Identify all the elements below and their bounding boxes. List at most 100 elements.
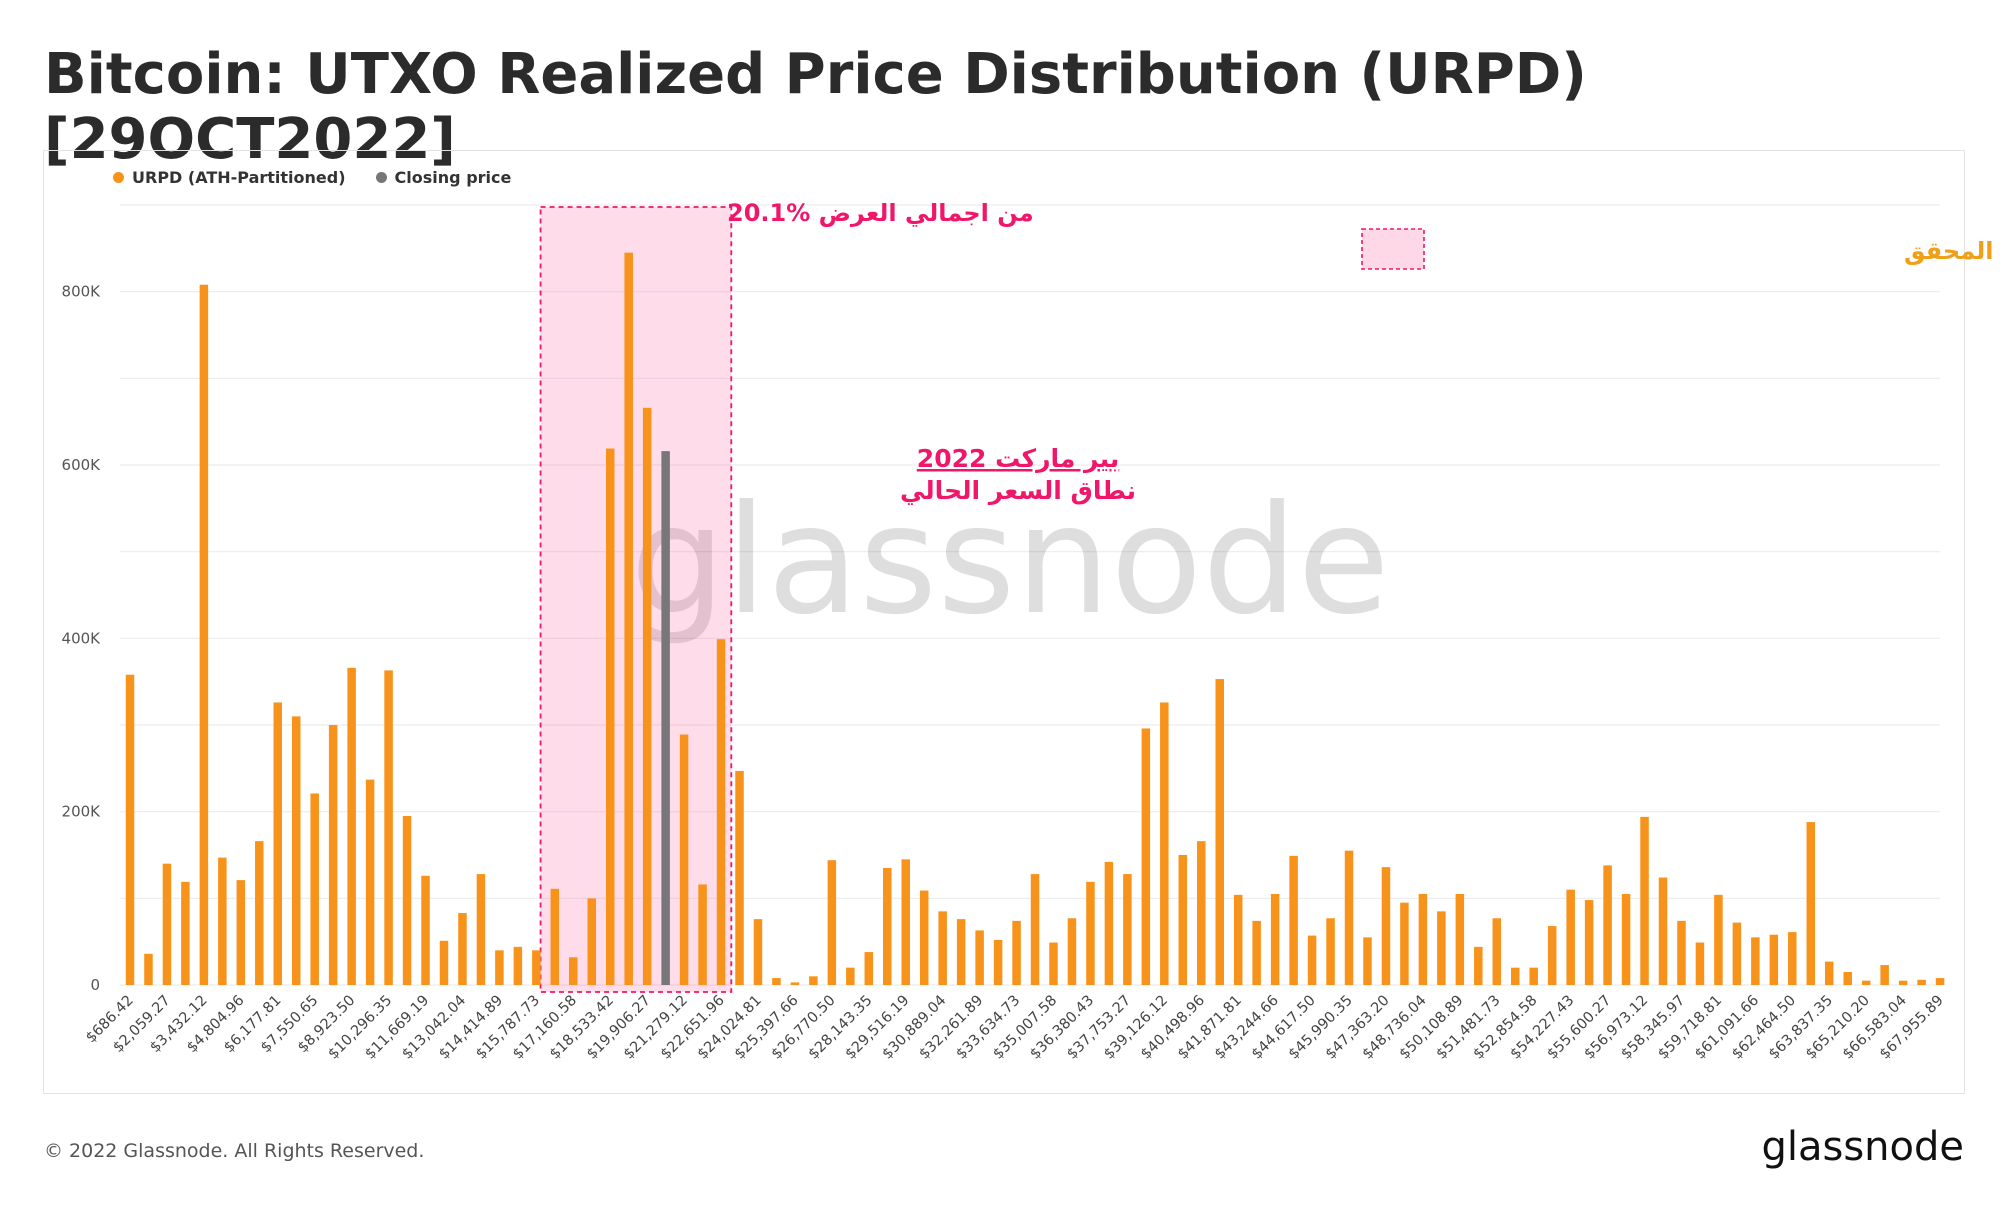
urpd-bar	[1474, 946, 1483, 985]
urpd-bar	[162, 863, 172, 985]
urpd-bar	[569, 957, 578, 985]
urpd-bar	[1529, 967, 1538, 985]
urpd-bar	[772, 978, 781, 985]
urpd-bar	[495, 950, 504, 985]
urpd-bar	[365, 779, 375, 985]
urpd-bar	[679, 734, 689, 985]
urpd-bar	[919, 890, 929, 985]
urpd-bar	[1030, 874, 1040, 985]
urpd-bar	[439, 940, 449, 985]
urpd-bar	[1123, 874, 1132, 985]
urpd-bar	[1898, 980, 1908, 985]
legend-urpd-dot	[113, 172, 124, 183]
price-key-part: السعر المحقق	[1904, 237, 2000, 265]
urpd-bar	[1677, 920, 1686, 985]
urpd-bar	[827, 860, 837, 985]
y-tick-label: 200K	[62, 803, 102, 821]
urpd-bar	[1363, 937, 1372, 985]
urpd-bar	[1104, 861, 1114, 985]
urpd-bar	[1067, 918, 1077, 985]
urpd-bar	[1584, 900, 1594, 985]
chart-legend: URPD (ATH-Partitioned) Closing price	[113, 168, 511, 187]
urpd-bar	[1732, 922, 1742, 985]
urpd-bar	[1141, 728, 1151, 985]
urpd-bar	[1843, 972, 1852, 985]
urpd-bar	[975, 930, 984, 985]
urpd-bar	[1806, 822, 1816, 985]
supply-percentage-label: 20.1% من اجمالي العرض	[727, 199, 1034, 227]
urpd-bar	[1012, 920, 1021, 985]
urpd-bar	[1917, 979, 1926, 985]
urpd-bar	[1289, 855, 1298, 985]
urpd-bar	[1086, 881, 1095, 985]
urpd-bar	[1381, 867, 1391, 985]
urpd-bar	[1233, 894, 1243, 985]
urpd-bar	[1492, 918, 1502, 985]
urpd-bar	[236, 880, 246, 985]
urpd-bar	[181, 881, 190, 985]
urpd-bar	[1547, 926, 1557, 985]
urpd-bar	[809, 976, 818, 985]
chart-panel	[43, 150, 1965, 1094]
urpd-bar	[1270, 894, 1280, 985]
urpd-bar	[513, 946, 523, 985]
legend-item-urpd[interactable]: URPD (ATH-Partitioned)	[113, 168, 346, 187]
urpd-bar	[1640, 816, 1649, 985]
urpd-bar	[328, 725, 338, 985]
price-key-label: السعر المتوسط < السعر < السعر المحقق	[1904, 237, 2000, 265]
key-swatch	[1361, 228, 1425, 270]
legend-closing-label: Closing price	[394, 168, 512, 187]
urpd-bar	[956, 919, 966, 985]
urpd-bar	[735, 770, 744, 985]
urpd-bar	[1769, 934, 1779, 985]
urpd-bar	[1197, 841, 1206, 985]
urpd-bar	[1880, 965, 1889, 985]
urpd-bar	[1215, 679, 1224, 985]
urpd-bar	[698, 884, 707, 985]
urpd-bar	[1511, 967, 1520, 985]
urpd-bar	[1788, 932, 1797, 985]
price-range-label: نطاق السعر الحالي	[900, 476, 1136, 506]
watermark-text: glassnode	[630, 474, 1389, 648]
urpd-bar	[458, 913, 467, 985]
legend-urpd-label: URPD (ATH-Partitioned)	[132, 168, 346, 187]
legend-closing-dot	[375, 172, 387, 183]
urpd-bar	[421, 875, 430, 985]
urpd-bar	[605, 448, 615, 985]
highlight-range-box	[539, 206, 733, 993]
urpd-bar	[1400, 902, 1409, 985]
urpd-bar	[384, 670, 393, 985]
urpd-bar	[587, 898, 596, 985]
urpd-bar	[753, 919, 763, 985]
urpd-bar	[1695, 942, 1705, 985]
urpd-bar	[1252, 920, 1261, 985]
urpd-bar	[273, 702, 283, 985]
urpd-bar	[144, 953, 153, 985]
urpd-bar	[1603, 865, 1612, 985]
urpd-bar	[1566, 889, 1575, 985]
urpd-bar	[1418, 894, 1428, 985]
urpd-bar	[1751, 937, 1760, 985]
urpd-bar	[1178, 855, 1188, 985]
urpd-bar	[1658, 877, 1668, 985]
y-tick-label: 0	[90, 976, 100, 994]
urpd-bar	[310, 793, 319, 985]
urpd-bar	[550, 888, 560, 985]
urpd-bar	[883, 868, 892, 985]
urpd-bar	[532, 950, 541, 985]
urpd-bar	[476, 874, 486, 985]
urpd-bar	[1455, 894, 1465, 985]
urpd-bar	[1307, 935, 1317, 985]
urpd-bar	[347, 667, 356, 985]
y-tick-label: 400K	[62, 629, 102, 647]
closing-price-bar	[661, 451, 670, 986]
urpd-bar	[291, 716, 301, 985]
urpd-bar	[1935, 978, 1945, 985]
urpd-bar	[1621, 894, 1631, 985]
legend-item-closing[interactable]: Closing price	[375, 168, 512, 187]
urpd-bar	[1049, 942, 1058, 985]
urpd-bar	[642, 407, 652, 985]
urpd-bar	[864, 952, 874, 985]
urpd-bar	[1824, 961, 1834, 985]
